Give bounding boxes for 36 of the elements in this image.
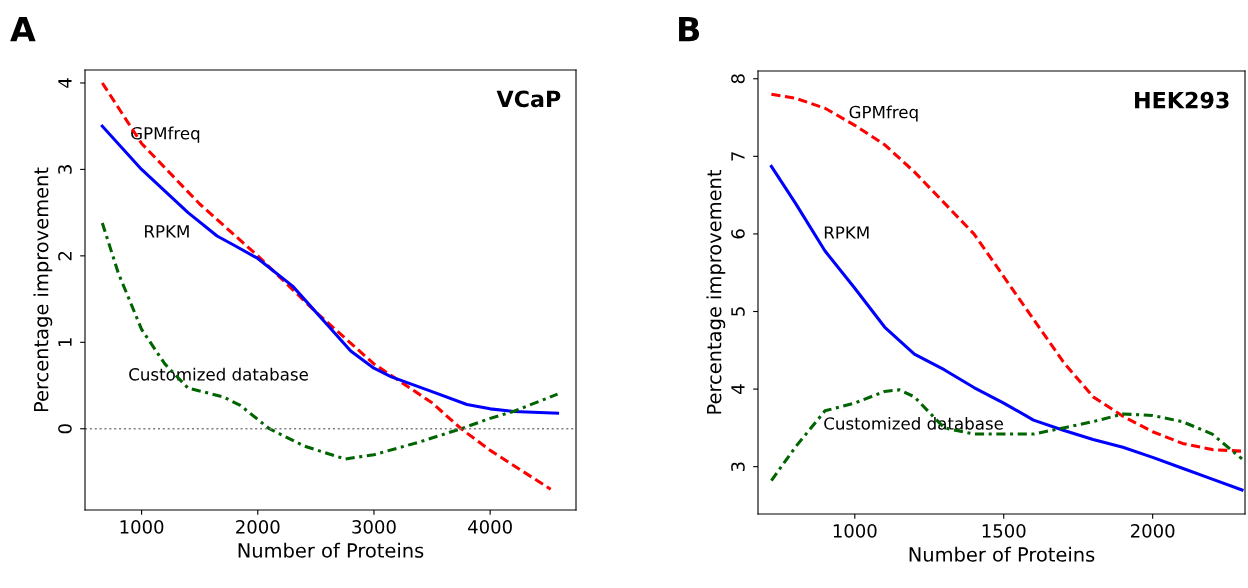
text: VCaP — [496, 90, 561, 108]
y-tick-label: 4 — [731, 384, 745, 394]
x-tick-label: 2000 — [236, 520, 280, 534]
text: A — [10, 16, 36, 42]
line-series — [769, 164, 1244, 492]
x-tick-label: 1000 — [833, 524, 877, 538]
annotation: RPKM — [145, 225, 189, 238]
x-tick-label: 1000 — [120, 520, 164, 534]
annotation: Customized database — [129, 367, 308, 381]
x-tick-label: 2000 — [1131, 524, 1175, 538]
annotation: GPMfreq — [131, 126, 200, 143]
text: B — [679, 16, 700, 42]
line-series — [769, 92, 1244, 453]
annotation: GPMfreq — [849, 105, 918, 122]
text: HEK293 — [1135, 91, 1229, 109]
line-series — [100, 124, 560, 415]
y-tick-label: 6 — [731, 229, 745, 239]
x-tick-label: 1500 — [982, 524, 1026, 538]
y-tick-label: 0 — [58, 424, 72, 434]
x-tick-label: 4000 — [468, 520, 512, 534]
annotation: RPKM — [824, 226, 869, 239]
x-tick-label: 3000 — [352, 520, 396, 534]
line-series — [769, 388, 1244, 483]
y-tick-label: 5 — [731, 307, 745, 316]
y-tick-label: 8 — [731, 74, 745, 84]
y-tick-label: 4 — [58, 78, 72, 88]
y-tick-label: 2 — [58, 251, 72, 261]
y-axis-title: Percentage improvement — [33, 167, 53, 412]
y-tick-label: 3 — [58, 165, 72, 174]
y-tick-label: 1 — [58, 338, 72, 347]
y-tick-label: 3 — [731, 462, 745, 472]
x-axis-title: Number of Proteins — [238, 542, 424, 558]
x-axis-title: Number of Proteins — [909, 546, 1095, 562]
line-series — [100, 221, 560, 461]
y-axis-title: Percentage improvement — [706, 169, 726, 414]
y-tick-label: 7 — [731, 152, 745, 161]
